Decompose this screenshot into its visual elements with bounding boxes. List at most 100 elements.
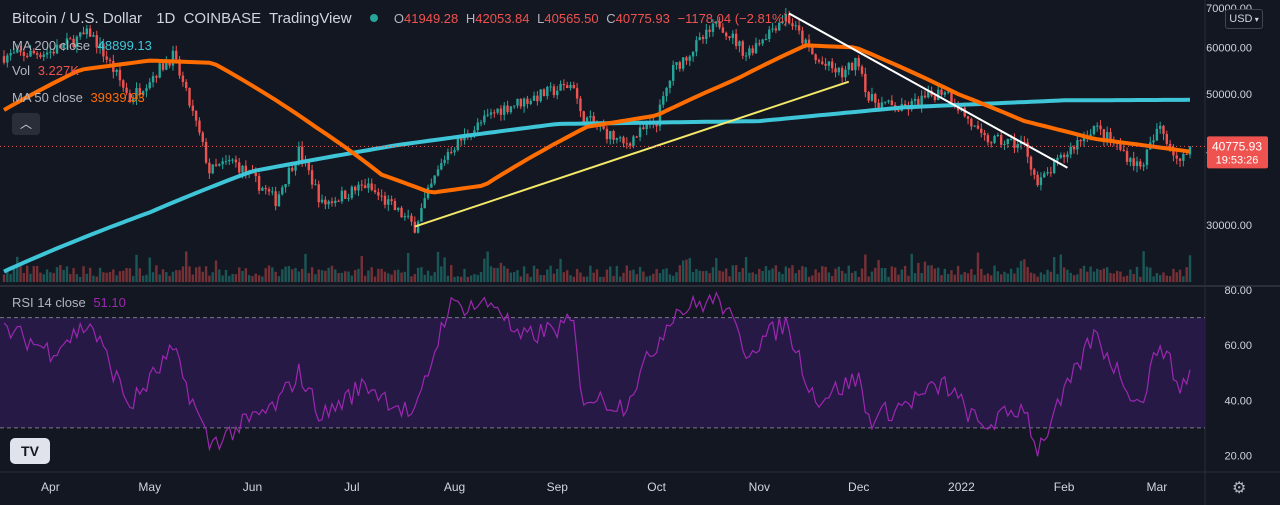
candle-body (85, 28, 89, 35)
volume-bar (1096, 268, 1099, 282)
volume-bar (1046, 269, 1049, 282)
candle-body (155, 76, 158, 78)
volume-bar (161, 269, 165, 282)
volume-bar (503, 266, 506, 282)
candle-body (132, 99, 135, 102)
volume-bar (1125, 275, 1129, 282)
candle-body (618, 137, 622, 139)
volume-bar (1109, 272, 1112, 282)
candle-body (605, 128, 609, 140)
chevron-down-icon: ▾ (1252, 15, 1259, 24)
volume-bar (1056, 274, 1059, 282)
currency-button[interactable]: USD ▾ (1225, 9, 1263, 29)
candle-body (870, 94, 874, 101)
volume-bar (1149, 267, 1152, 282)
volume-bar (188, 266, 191, 282)
volume-bar (1023, 259, 1026, 282)
candle-body (1069, 146, 1072, 155)
volume-bar (807, 276, 811, 282)
volume-bar (1168, 276, 1172, 282)
volume-bar (764, 266, 768, 282)
volume-bar (1082, 265, 1086, 282)
volume-bar (864, 254, 867, 282)
rsi-legend[interactable]: RSI 14 close 51.10 (12, 295, 130, 310)
candle-body (88, 28, 92, 37)
volume-bar (1043, 274, 1046, 282)
candle-body (1109, 132, 1112, 141)
candle-body (609, 131, 612, 140)
ma200-legend[interactable]: MA 200 close 48899.13 (12, 38, 156, 53)
candle-body (1155, 128, 1159, 141)
candle-body (844, 69, 847, 78)
volume-bar (175, 270, 178, 282)
volume-bar (324, 270, 327, 282)
volume-bar (748, 272, 751, 282)
candle-body (168, 62, 171, 66)
candle-body (98, 43, 102, 48)
price-tick-label: 60000.00 (1206, 42, 1252, 54)
candle-body (734, 33, 738, 46)
price-tick-label: 50000.00 (1206, 89, 1252, 101)
volume-bar (238, 267, 241, 282)
volume-bar (1099, 269, 1102, 282)
candle-body (718, 21, 721, 28)
candle-body (834, 68, 837, 73)
volume-bar (658, 273, 662, 282)
ma50-legend[interactable]: MA 50 close 39939.93 (12, 90, 149, 105)
volume-bar (234, 274, 238, 282)
volume-bar (549, 265, 552, 282)
volume-bar (556, 268, 559, 282)
volume-bar (877, 259, 880, 282)
candle-body (459, 138, 463, 141)
volume-bar (999, 274, 1003, 282)
volume-bar (1155, 273, 1159, 282)
tradingview-logo[interactable]: TV (10, 438, 50, 464)
candle-body (1009, 139, 1013, 141)
volume-bar (907, 275, 910, 282)
candle-body (1158, 125, 1162, 129)
volume-bar (1112, 273, 1116, 282)
volume-bar (751, 272, 754, 282)
candle-body (522, 98, 526, 107)
gear-icon[interactable]: ⚙ (1232, 480, 1247, 497)
volume-legend[interactable]: Vol 3.227K (12, 63, 83, 78)
volume-bar (2, 274, 6, 282)
candle-body (261, 187, 264, 191)
volume-bar (559, 258, 562, 282)
candle-body (847, 62, 850, 70)
volume-bar (897, 274, 900, 282)
candle-body (1102, 129, 1106, 140)
volume-bar (125, 267, 128, 282)
candle-body (1043, 173, 1046, 178)
volume-bar (715, 258, 718, 282)
candle-body (698, 37, 701, 41)
volume-bar (344, 271, 347, 282)
candle-body (450, 151, 453, 153)
volume-bar (956, 265, 960, 282)
candle-body (194, 110, 198, 121)
candle-body (1165, 133, 1169, 144)
volume-bar (115, 275, 118, 282)
volume-value: 3.227K (37, 63, 79, 78)
candle-body (744, 55, 748, 57)
volume-bar (158, 274, 161, 282)
candle-body (493, 112, 496, 114)
volume-bar (1105, 267, 1109, 282)
candle-body (831, 61, 834, 69)
collapse-legend-button[interactable]: ︿ (12, 113, 40, 135)
interval-label[interactable]: 1D (156, 10, 176, 27)
candle-body (976, 125, 980, 129)
candle-body (1105, 132, 1109, 140)
volume-bar (297, 271, 301, 282)
rsi-value: 51.10 (93, 295, 126, 310)
volume-bar (529, 276, 532, 282)
candle-body (532, 95, 536, 101)
candle-body (840, 67, 844, 78)
volume-bar (983, 275, 986, 282)
ma200-label: MA 200 close (12, 38, 91, 53)
rsi-line (3, 291, 1191, 457)
candle-body (244, 165, 248, 174)
candle-body (996, 135, 1000, 137)
volume-bar (69, 274, 72, 282)
